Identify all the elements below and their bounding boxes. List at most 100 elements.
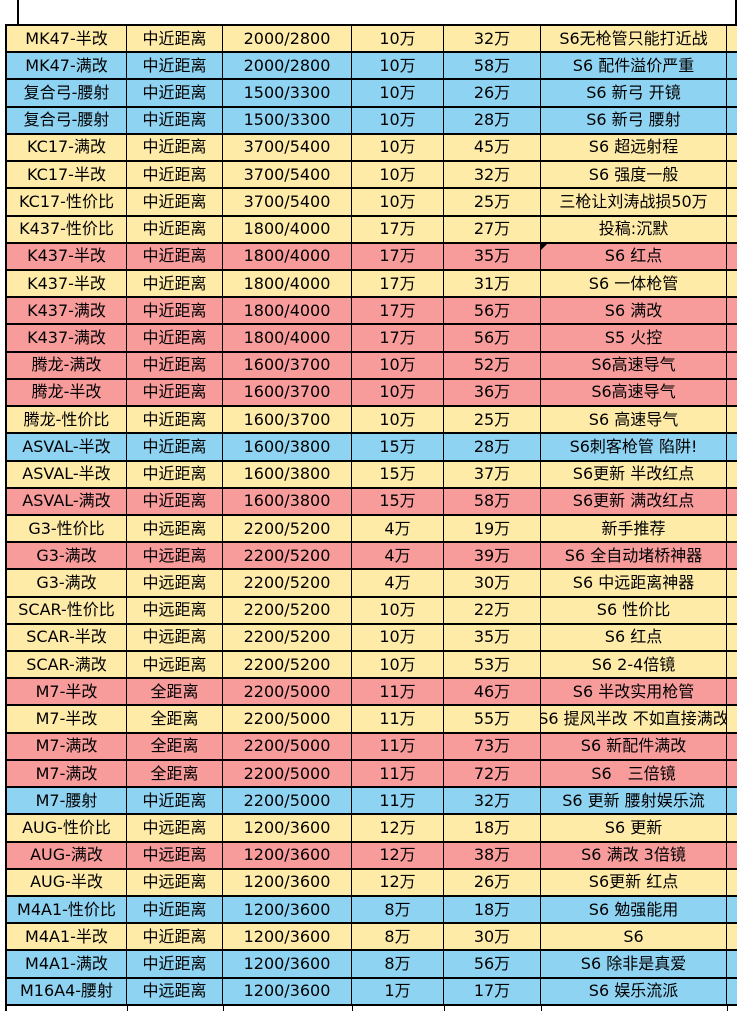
cell-range: 中近距离: [127, 951, 223, 977]
cell-text: 2200/5000: [243, 681, 331, 701]
cell-text: 28万: [473, 110, 511, 130]
cell-note: S6 性价比: [541, 597, 727, 623]
cell-text: 8万: [384, 899, 411, 919]
row-edge-sliver: [727, 706, 737, 732]
cell-text: 中近距离: [142, 790, 207, 810]
cell-text: S6 三倍镜: [591, 763, 676, 783]
row-edge-sliver: [727, 189, 737, 215]
cell-note: S6 红点: [541, 243, 727, 269]
cell-text: AUG-半改: [30, 872, 103, 892]
cell-text: ASVAL-满改: [22, 491, 111, 511]
cell-cost: 1万: [352, 978, 444, 1004]
cell-weapon: G3-性价比: [7, 515, 127, 542]
cell-text: M4A1-满改: [25, 954, 108, 974]
cell-text: S6 一体枪管: [588, 273, 679, 293]
cell-text: 1800/4000: [243, 219, 331, 239]
cell-text: 中近距离: [142, 355, 207, 375]
cell-total: 36万: [444, 379, 541, 406]
cell-text: 15万: [379, 464, 416, 484]
cell-text: 10万: [379, 55, 416, 75]
cell-stats: 1600/3700: [223, 379, 352, 406]
cell-note: S6更新 半改红点: [541, 461, 727, 487]
row-edge-sliver: [727, 951, 737, 977]
row-edge-sliver: [727, 461, 737, 487]
cell-total: 32万: [444, 162, 541, 188]
cell-text: M7-满改: [35, 763, 98, 783]
cell-text: 10万: [379, 654, 416, 674]
row-edge-sliver: [727, 243, 737, 269]
table-row: K437-性价比 中近距离 1800/4000 17万 27万 投稿:沉默: [7, 216, 737, 244]
cell-cost: 17万: [352, 270, 444, 297]
cell-stats: 2200/5200: [223, 597, 352, 623]
gridline-stub: [735, 0, 737, 24]
cell-text: 45万: [473, 137, 511, 157]
cell-text: 中远距离: [142, 572, 207, 592]
cell-total: 35万: [444, 624, 541, 651]
row-edge-sliver: [727, 270, 737, 297]
cell-text: ASVAL-半改: [22, 436, 111, 456]
cell-text: 1200/3600: [243, 981, 331, 1001]
cell-range: 中近距离: [127, 134, 223, 161]
cell-note: S6 强度一般: [541, 162, 727, 188]
cell-range: 中远距离: [127, 978, 223, 1004]
table-row: ASVAL-半改 中近距离 1600/3800 15万 28万 S6刺客枪管 陷阱!: [7, 434, 737, 462]
cell-text: 中远距离: [142, 845, 207, 865]
cell-total: 53万: [444, 652, 541, 678]
cell-cost: 8万: [352, 924, 444, 950]
gridline-stub: [127, 1006, 128, 1011]
cell-total: 56万: [444, 951, 541, 977]
cell-total: 46万: [444, 679, 541, 705]
cell-range: 中近距离: [127, 107, 223, 133]
cell-text: S6 提风半改 不如直接满改: [541, 709, 727, 729]
cell-text: 32万: [473, 28, 511, 48]
cell-note: S6 半改实用枪管: [541, 679, 727, 705]
cell-text: 4万: [384, 518, 411, 538]
cell-text: 17万: [473, 981, 511, 1001]
cell-total: 32万: [444, 788, 541, 814]
cell-text: G3-满改: [36, 545, 97, 565]
cell-cost: 15万: [352, 434, 444, 460]
gridline-stub: [352, 1006, 353, 1011]
cell-text: 中近距离: [142, 954, 207, 974]
top-partial-row: [0, 0, 737, 24]
cell-stats: 2200/5000: [223, 679, 352, 705]
bottom-partial-row: [0, 1006, 737, 1011]
row-edge-sliver: [727, 325, 737, 351]
cell-text: 4万: [384, 572, 411, 592]
cell-stats: 1200/3600: [223, 869, 352, 895]
cell-text: 15万: [379, 491, 416, 511]
cell-text: 1600/3800: [243, 464, 331, 484]
cell-text: 35万: [473, 627, 511, 647]
cell-cost: 10万: [352, 80, 444, 106]
cell-cost: 17万: [352, 243, 444, 269]
cell-text: 28万: [473, 436, 511, 456]
cell-text: 中近距离: [142, 164, 207, 184]
cell-cost: 15万: [352, 461, 444, 487]
cell-cost: 8万: [352, 951, 444, 977]
cell-text: 18万: [473, 899, 511, 919]
cell-text: 26万: [473, 872, 511, 892]
cell-text: S6 2-4倍镜: [591, 654, 676, 674]
table-row: ASVAL-满改 中近距离 1600/3800 15万 58万 S6更新 满改红点: [7, 488, 737, 516]
cell-text: 2200/5200: [243, 654, 331, 674]
row-edge-sliver: [727, 488, 737, 514]
cell-range: 中近距离: [127, 53, 223, 79]
cell-text: 2200/5000: [243, 736, 331, 756]
cell-text: 56万: [473, 328, 511, 348]
cell-text: AUG-满改: [30, 845, 103, 865]
cell-cost: 11万: [352, 706, 444, 732]
cell-text: 17万: [379, 219, 416, 239]
cell-text: S6 新配件满改: [580, 736, 687, 756]
cell-text: 1800/4000: [243, 273, 331, 293]
cell-text: S6 红点: [604, 627, 663, 647]
cell-total: 58万: [444, 53, 541, 79]
cell-text: K437-性价比: [19, 219, 114, 239]
table-row: K437-满改 中近距离 1800/4000 17万 56万 S5 火控: [7, 325, 737, 353]
cell-weapon: AUG-半改: [7, 869, 127, 895]
cell-total: 35万: [444, 243, 541, 269]
cell-stats: 1200/3600: [223, 951, 352, 977]
cell-weapon: K437-满改: [7, 325, 127, 351]
cell-range: 中远距离: [127, 597, 223, 623]
cell-text: 25万: [473, 191, 511, 211]
cell-note: S6 勉强能用: [541, 897, 727, 923]
